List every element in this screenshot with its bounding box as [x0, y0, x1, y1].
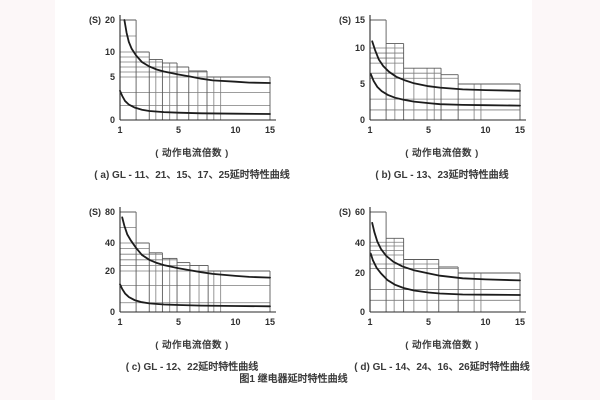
lower-limit-curve [369, 252, 521, 296]
upper-limit-curve [371, 222, 521, 282]
chart-caption-c: ( c) GL - 12、22延时特性曲线 [125, 362, 259, 373]
grid-lines [370, 43, 520, 120]
characteristic-curves [119, 19, 271, 115]
characteristic-curves [369, 222, 521, 296]
y-tick-label: 20 [105, 266, 115, 276]
characteristic-curves [119, 216, 271, 308]
y-axis-unit-label: (S) [89, 15, 101, 25]
y-axis-unit-label: (S) [339, 207, 351, 217]
x-tick-label: 5 [176, 125, 181, 135]
chart-block-a: 0 5 10 20 1 5 10 15 (S) ( 动作电流倍数 ) ( a) GL - 11、… [86, 12, 298, 181]
y-tick-label: 0 [360, 307, 365, 317]
chart-caption-a: ( a) GL - 11、21、15、17、25延时特性曲线 [94, 170, 290, 181]
axes [369, 207, 526, 313]
x-axis-label-c: ( 动作电流倍数 ) [155, 340, 229, 351]
y-tick-label: 40 [355, 238, 365, 248]
y-tick-label: 10 [105, 47, 115, 57]
upper-limit-curve [371, 40, 521, 92]
axes [119, 207, 276, 313]
x-tick-label: 1 [367, 317, 372, 327]
grid-lines [370, 238, 520, 312]
y-axis-unit-label: (S) [339, 15, 351, 25]
lower-limit-curve [369, 73, 521, 107]
chart-block-b: 0 5 10 15 1 5 10 15 (S) ( 动作电流倍数 ) ( b) GL - 13、… [336, 12, 548, 181]
chart-block-d: 0 20 40 60 1 5 10 15 (S) ( 动作电流倍数 ) ( d) GL - 14… [336, 204, 548, 373]
x-tick-label: 5 [426, 317, 431, 327]
y-tick-label: 20 [105, 15, 115, 25]
y-tick-label: 0 [110, 115, 115, 125]
y-tick-label: 5 [110, 72, 115, 82]
upper-limit-curve [123, 19, 271, 84]
x-axis-label-b: ( 动作电流倍数 ) [405, 148, 479, 159]
y-tick-label: 0 [360, 115, 365, 125]
tolerance-band-steps [370, 211, 521, 312]
x-tick-label: 10 [230, 317, 240, 327]
x-tick-label: 10 [230, 125, 240, 135]
chart-caption-d: ( d) GL - 14、24、16、26延时特性曲线 [354, 362, 530, 373]
y-tick-label: 15 [355, 15, 365, 25]
x-axis-label-a: ( 动作电流倍数 ) [155, 148, 229, 159]
x-tick-label: 1 [117, 125, 122, 135]
x-tick-label: 15 [265, 317, 275, 327]
axes [119, 15, 276, 121]
chart-caption-b: ( b) GL - 13、23延时特性曲线 [375, 170, 509, 181]
figure-title: 图1 继电器延时特性曲线 [239, 374, 348, 385]
y-axis-unit-label: (S) [89, 207, 101, 217]
x-tick-label: 15 [515, 317, 525, 327]
x-tick-label: 10 [480, 125, 490, 135]
grid-lines [120, 227, 270, 312]
x-tick-label: 5 [426, 125, 431, 135]
tolerance-band-steps [120, 211, 271, 312]
y-tick-label: 0 [110, 307, 115, 317]
x-tick-label: 1 [117, 317, 122, 327]
chart-block-c: 0 20 40 80 1 5 10 15 (S) ( 动作电流倍数 ) ( c) GL - 12… [86, 204, 298, 373]
y-tick-label: 10 [355, 43, 365, 53]
x-tick-label: 15 [515, 125, 525, 135]
x-tick-label: 1 [367, 125, 372, 135]
y-tick-label: 80 [105, 207, 115, 217]
x-tick-label: 5 [176, 317, 181, 327]
y-tick-label: 60 [355, 207, 365, 217]
y-tick-label: 40 [105, 238, 115, 248]
upper-limit-curve [121, 216, 271, 279]
axes [369, 15, 526, 121]
x-tick-label: 15 [265, 125, 275, 135]
x-axis-label-d: ( 动作电流倍数 ) [405, 340, 479, 351]
lower-limit-curve [119, 283, 271, 308]
tolerance-band-steps [120, 19, 271, 120]
grid-lines [120, 35, 270, 120]
document-panel: 0 5 10 20 1 5 10 15 (S) ( 动作电流倍数 ) ( a) GL - 11、… [55, 0, 532, 400]
y-tick-label: 20 [355, 268, 365, 278]
lower-limit-curve [119, 89, 271, 115]
y-tick-label: 5 [360, 79, 365, 89]
x-tick-label: 10 [480, 317, 490, 327]
characteristic-curves [369, 40, 521, 107]
